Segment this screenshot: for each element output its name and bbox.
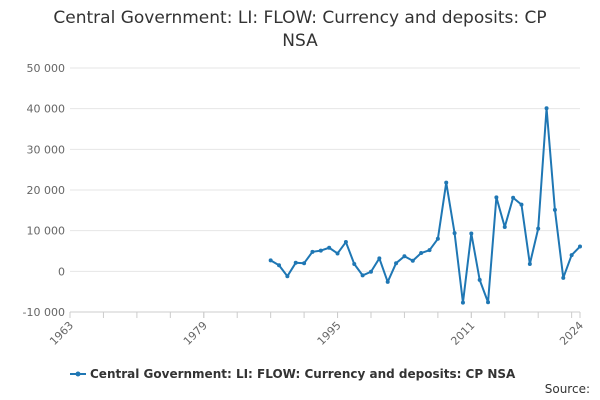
data-point[interactable]	[410, 258, 415, 263]
data-point[interactable]	[502, 225, 507, 230]
data-point[interactable]	[578, 244, 582, 249]
data-point[interactable]	[469, 231, 474, 236]
data-point[interactable]	[360, 273, 365, 278]
data-point[interactable]	[268, 258, 273, 263]
data-point[interactable]	[293, 260, 298, 265]
data-point[interactable]	[352, 262, 357, 267]
x-axis-ticks: 1963 1979 1995 2011 2024	[47, 312, 586, 348]
data-point[interactable]	[310, 249, 315, 254]
series-points	[268, 106, 582, 305]
data-point[interactable]	[394, 261, 399, 266]
data-point[interactable]	[552, 207, 557, 212]
data-point[interactable]	[444, 180, 449, 185]
data-point[interactable]	[477, 277, 482, 282]
y-tick-label: 30 000	[27, 143, 66, 156]
series-line	[270, 107, 581, 304]
chart-title-line1: Central Government: LI: FLOW: Currency a…	[53, 8, 546, 28]
y-tick-label: 50 000	[27, 62, 66, 75]
x-tick-label: 1963	[47, 319, 76, 348]
data-point[interactable]	[368, 269, 373, 274]
data-point[interactable]	[527, 262, 532, 267]
legend[interactable]: Central Government: LI: FLOW: Currency a…	[70, 367, 516, 381]
legend-marker-icon	[75, 371, 81, 377]
y-gridlines	[70, 67, 580, 313]
data-point[interactable]	[561, 275, 566, 280]
data-point[interactable]	[402, 254, 407, 259]
data-point[interactable]	[327, 245, 332, 250]
data-point[interactable]	[511, 195, 516, 200]
data-point[interactable]	[536, 226, 541, 231]
data-point[interactable]	[486, 300, 491, 305]
chart-title-line2: NSA	[282, 31, 318, 51]
y-tick-label: 10 000	[27, 225, 66, 238]
data-point[interactable]	[460, 300, 465, 305]
data-point[interactable]	[385, 279, 390, 284]
data-point[interactable]	[377, 256, 382, 261]
x-tick-label: 1995	[315, 319, 344, 348]
source-label: Source:	[545, 382, 590, 396]
y-tick-label: 20 000	[27, 184, 66, 197]
data-point[interactable]	[435, 236, 440, 241]
data-point[interactable]	[519, 202, 524, 207]
data-point[interactable]	[569, 253, 574, 258]
data-point[interactable]	[302, 261, 307, 266]
x-tick-label: 2024	[557, 319, 586, 348]
y-tick-label: 40 000	[27, 103, 66, 116]
data-point[interactable]	[544, 106, 549, 111]
data-point[interactable]	[419, 251, 424, 256]
y-tick-label: -10 000	[23, 306, 65, 319]
data-point[interactable]	[277, 263, 282, 268]
data-point[interactable]	[343, 240, 348, 245]
y-axis-ticks: 50 000 40 000 30 000 20 000 10 000 0 -10 000	[23, 62, 65, 319]
legend-label: Central Government: LI: FLOW: Currency a…	[90, 367, 516, 381]
data-point[interactable]	[494, 195, 499, 200]
data-point[interactable]	[335, 251, 340, 256]
x-tick-label: 2011	[448, 319, 477, 348]
data-point[interactable]	[285, 274, 290, 279]
series-group	[268, 106, 582, 305]
y-tick-label: 0	[58, 265, 65, 278]
data-point[interactable]	[427, 248, 432, 253]
data-point[interactable]	[318, 248, 323, 253]
data-point[interactable]	[452, 231, 457, 236]
x-tick-label: 1979	[181, 319, 210, 348]
